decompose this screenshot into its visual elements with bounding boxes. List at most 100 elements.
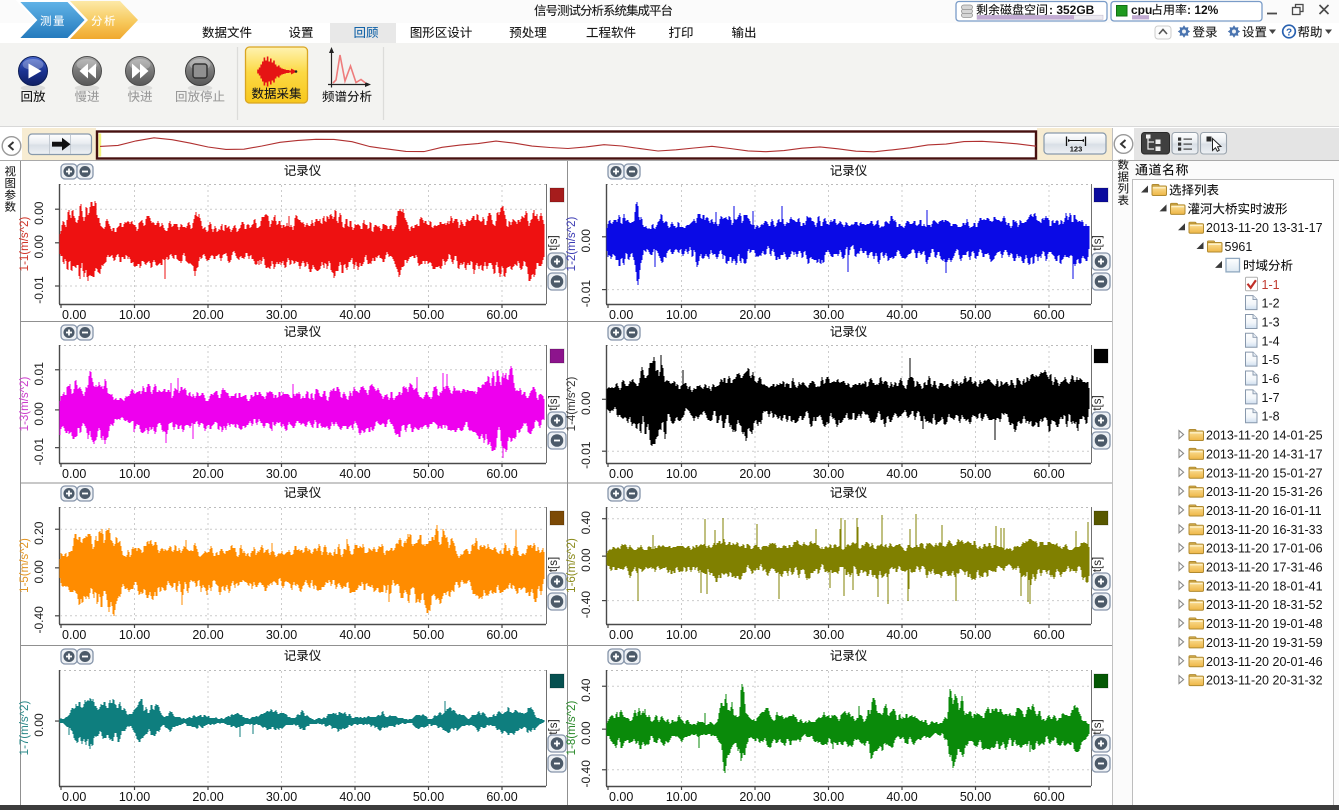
svg-text:2013-11-20 13-31-17: 2013-11-20 13-31-17 [1206,221,1323,235]
svg-text:2013-11-20 18-01-41: 2013-11-20 18-01-41 [1206,579,1323,593]
svg-text:50.00: 50.00 [413,790,444,804]
svg-text:20.00: 20.00 [192,628,223,642]
svg-text:40.00: 40.00 [886,628,917,642]
svg-text:50.00: 50.00 [413,308,444,322]
svg-text:t[s]: t[s] [1092,235,1104,250]
svg-text:2013-11-20 17-01-06: 2013-11-20 17-01-06 [1206,542,1323,556]
svg-text:2013-11-20 16-01-11: 2013-11-20 16-01-11 [1206,504,1322,518]
svg-text:40.00: 40.00 [886,467,917,481]
svg-text:60.00: 60.00 [486,628,517,642]
svg-text:2013-11-20 19-01-48: 2013-11-20 19-01-48 [1206,617,1323,631]
svg-text:0.00: 0.00 [609,628,633,642]
svg-text:30.00: 30.00 [813,308,844,322]
svg-text:2013-11-20 19-31-59: 2013-11-20 19-31-59 [1206,636,1323,650]
svg-text:30.00: 30.00 [813,628,844,642]
svg-text:1-7: 1-7 [1262,391,1280,405]
svg-text:20.00: 20.00 [192,790,223,804]
svg-text:0.00: 0.00 [609,308,633,322]
svg-text:50.00: 50.00 [413,467,444,481]
svg-text:0.00: 0.00 [609,790,633,804]
svg-text:1-4(m/s^2): 1-4(m/s^2) [566,377,578,432]
svg-text:-0.01: -0.01 [32,276,46,304]
svg-text:-0.40: -0.40 [579,591,593,619]
svg-text:t[s]: t[s] [548,557,560,572]
svg-text:0.00: 0.00 [579,229,593,253]
svg-text:40.00: 40.00 [886,790,917,804]
svg-text:0.00: 0.00 [579,548,593,572]
svg-text:30.00: 30.00 [266,467,297,481]
svg-text:30.00: 30.00 [813,790,844,804]
svg-text:20.00: 20.00 [739,467,770,481]
svg-text:1-6(m/s^2): 1-6(m/s^2) [566,538,578,593]
svg-text:50.00: 50.00 [960,790,991,804]
svg-text:10.00: 10.00 [666,467,697,481]
svg-text:40.00: 40.00 [339,467,370,481]
svg-text:1-8: 1-8 [1262,410,1280,424]
svg-text:t[s]: t[s] [1092,557,1104,572]
svg-text:40.00: 40.00 [339,790,370,804]
svg-text:20.00: 20.00 [739,308,770,322]
svg-text:-0.40: -0.40 [579,760,593,788]
svg-text:20.00: 20.00 [739,790,770,804]
svg-text:1-1(m/s^2): 1-1(m/s^2) [19,217,31,272]
svg-text:2013-11-20 15-01-27: 2013-11-20 15-01-27 [1206,466,1323,480]
svg-text:1-5(m/s^2): 1-5(m/s^2) [19,538,31,593]
svg-text:50.00: 50.00 [960,308,991,322]
svg-text:1-2(m/s^2): 1-2(m/s^2) [566,217,578,272]
svg-text:1-3(m/s^2): 1-3(m/s^2) [19,377,31,432]
svg-text:2013-11-20 18-31-52: 2013-11-20 18-31-52 [1206,598,1323,612]
svg-text:1-1: 1-1 [1262,278,1280,292]
svg-text:40.00: 40.00 [886,308,917,322]
svg-text:1-3: 1-3 [1262,315,1280,329]
svg-text:0.00: 0.00 [32,235,46,259]
svg-text:t[s]: t[s] [548,395,560,410]
svg-text:1-8(m/s^2): 1-8(m/s^2) [566,701,578,756]
svg-text:0.00: 0.00 [62,308,86,322]
svg-text:0.00: 0.00 [32,560,46,584]
svg-text:1-4: 1-4 [1262,334,1280,348]
svg-text:1-5: 1-5 [1262,353,1280,367]
svg-text:t[s]: t[s] [1092,719,1104,734]
svg-text:20.00: 20.00 [192,308,223,322]
svg-text:2013-11-20 17-31-46: 2013-11-20 17-31-46 [1206,561,1323,575]
svg-text:2013-11-20 15-31-26: 2013-11-20 15-31-26 [1206,485,1323,499]
svg-text:0.00: 0.00 [579,721,593,745]
svg-text:30.00: 30.00 [266,308,297,322]
svg-text:0.00: 0.00 [32,201,46,225]
svg-text:10.00: 10.00 [119,467,150,481]
svg-text:50.00: 50.00 [960,628,991,642]
svg-text:-0.40: -0.40 [32,606,46,634]
svg-text:0.00: 0.00 [32,402,46,426]
svg-text:0.00: 0.00 [579,391,593,415]
svg-text:2013-11-20 20-31-32: 2013-11-20 20-31-32 [1206,674,1323,688]
svg-text:t[s]: t[s] [1092,395,1104,410]
svg-text:30.00: 30.00 [266,790,297,804]
svg-text:30.00: 30.00 [266,628,297,642]
svg-text:60.00: 60.00 [1033,308,1064,322]
svg-text:0.00: 0.00 [62,790,86,804]
svg-text:60.00: 60.00 [486,308,517,322]
svg-text:40.00: 40.00 [339,628,370,642]
svg-text:cpu: cpu [1131,3,1152,17]
svg-text:5961: 5961 [1225,240,1253,254]
svg-text:-0.01: -0.01 [579,441,593,469]
svg-text:60.00: 60.00 [1033,467,1064,481]
svg-text:50.00: 50.00 [960,467,991,481]
svg-text:?: ? [1286,28,1292,39]
svg-text:0.40: 0.40 [579,511,593,535]
svg-text:60.00: 60.00 [486,467,517,481]
svg-text:0.00: 0.00 [62,467,86,481]
svg-text:: 352GB: : 352GB [1049,3,1095,17]
svg-text:: 12%: : 12% [1187,3,1219,17]
svg-text:30.00: 30.00 [813,467,844,481]
svg-text:10.00: 10.00 [666,790,697,804]
svg-text:2013-11-20 20-01-46: 2013-11-20 20-01-46 [1206,655,1323,669]
svg-text:0.01: 0.01 [32,362,46,386]
svg-text:60.00: 60.00 [1033,628,1064,642]
svg-text:t[s]: t[s] [548,235,560,250]
svg-text:10.00: 10.00 [119,790,150,804]
svg-text:0.00: 0.00 [62,628,86,642]
svg-text:2013-11-20 14-31-17: 2013-11-20 14-31-17 [1206,447,1323,461]
svg-text:1-6: 1-6 [1262,372,1280,386]
svg-text:0.00: 0.00 [609,467,633,481]
